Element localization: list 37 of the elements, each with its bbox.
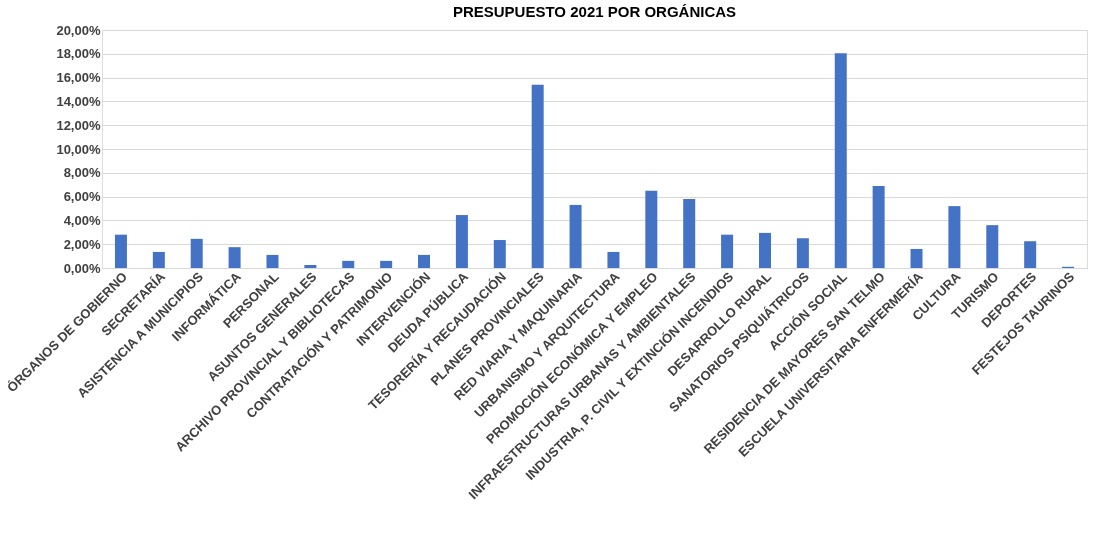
bar (152, 251, 165, 268)
bar (114, 234, 127, 268)
bar (607, 251, 620, 268)
y-tick-label: 6,00% (63, 189, 101, 205)
bar (986, 225, 999, 268)
y-tick-label: 16,00% (56, 70, 101, 86)
y-tick-label: 0,00% (63, 260, 101, 276)
bar (569, 204, 582, 268)
bar (455, 215, 468, 268)
bar (228, 247, 241, 268)
bar (721, 234, 734, 268)
bar (493, 240, 506, 268)
y-tick-label: 8,00% (63, 165, 101, 181)
bar (758, 232, 771, 268)
y-tick-label: 4,00% (63, 212, 101, 228)
y-tick-label: 14,00% (56, 93, 101, 109)
bar (683, 198, 696, 268)
bar (342, 260, 355, 268)
chart-title: PRESUPUESTO 2021 POR ORGÁNICAS (452, 3, 737, 20)
bar (834, 53, 847, 268)
y-tick-label: 10,00% (56, 141, 101, 157)
bar (380, 260, 393, 268)
y-tick-label: 2,00% (63, 236, 101, 252)
bar (910, 248, 923, 268)
bar (796, 238, 809, 268)
bar (872, 185, 885, 268)
bar (645, 190, 658, 268)
bar (1024, 241, 1037, 268)
y-tick-label: 18,00% (56, 46, 101, 62)
bar (531, 84, 544, 268)
bar (304, 265, 317, 268)
y-tick-label: 20,00% (56, 22, 101, 38)
bar (190, 238, 203, 268)
y-tick-label: 12,00% (56, 117, 101, 133)
bar (418, 254, 431, 268)
bar (948, 206, 961, 268)
bar (266, 254, 279, 268)
